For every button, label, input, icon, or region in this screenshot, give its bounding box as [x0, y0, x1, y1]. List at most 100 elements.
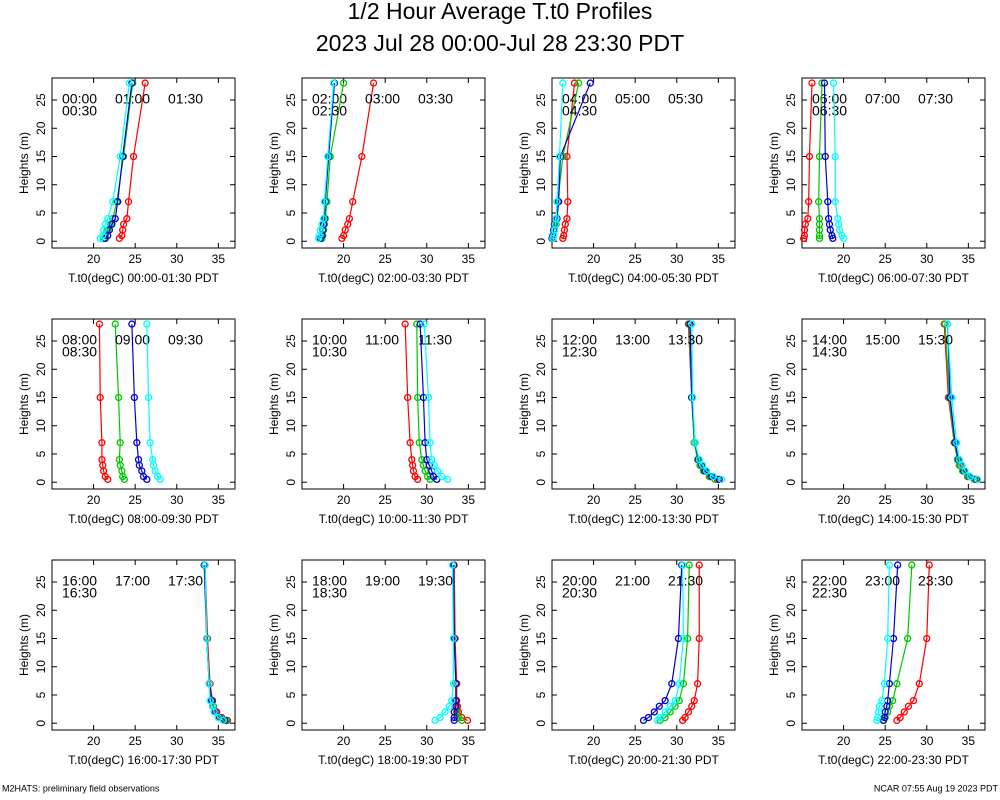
profile-point	[329, 79, 338, 87]
x-tick-label: 25	[629, 493, 643, 507]
profile-point	[115, 455, 124, 464]
x-tick-label: 20	[837, 493, 851, 507]
profile-point	[111, 320, 119, 328]
y-tick-label: 10	[34, 419, 48, 433]
legend-label: 23:30	[918, 573, 953, 589]
plot-frame	[551, 318, 736, 490]
profile-point	[656, 713, 664, 722]
profile-point	[563, 152, 571, 161]
profile-point	[95, 320, 104, 328]
y-tick-label: 25	[34, 93, 48, 107]
y-tick-label: 10	[534, 660, 548, 674]
profile-point	[428, 455, 436, 464]
legend-label: 00:00	[62, 91, 97, 107]
profile-point	[698, 461, 707, 469]
legend-label: 13:30	[668, 332, 703, 348]
profile-point	[925, 561, 933, 569]
profile-point	[339, 79, 348, 87]
x-axis-label: T.t0(degC) 06:00-07:30 PDT	[818, 271, 969, 285]
profile-point	[953, 439, 961, 447]
y-axis-label: Heights (m)	[517, 373, 531, 435]
legend-label: 17:30	[168, 573, 203, 589]
profile-point	[679, 634, 688, 643]
profile-point	[144, 393, 153, 402]
profile-point	[124, 198, 133, 206]
profile-point	[358, 152, 366, 161]
plot-frame	[551, 559, 736, 731]
profile-point	[452, 696, 460, 705]
x-tick-label: 20	[87, 493, 101, 507]
y-tick-label: 5	[34, 691, 48, 698]
profile-point	[824, 198, 832, 206]
profile-point	[345, 214, 354, 223]
legend-label: 11:30	[418, 332, 452, 348]
x-tick-label: 30	[420, 252, 434, 266]
y-tick-label: 10	[34, 660, 48, 674]
profile-point	[904, 702, 913, 710]
y-tick-label: 20	[784, 362, 798, 376]
profile-point	[973, 475, 982, 484]
profile-point	[805, 198, 813, 206]
legend-label: 07:30	[918, 91, 953, 107]
profile-point	[555, 152, 564, 161]
x-tick-label: 20	[587, 734, 601, 748]
y-tick-label: 20	[284, 603, 298, 617]
y-tick-label: 0	[534, 479, 548, 486]
y-axis-label: Heights (m)	[517, 614, 531, 676]
legend-label: 05:30	[668, 91, 703, 107]
profile-point	[129, 152, 138, 161]
y-tick-label: 5	[784, 209, 798, 216]
legend-label: 05:00	[615, 91, 650, 107]
y-axis-label: Heights (m)	[517, 132, 531, 194]
legend-label: 13:00	[615, 332, 650, 348]
x-tick-label: 35	[962, 252, 976, 266]
y-tick-label: 20	[534, 362, 548, 376]
legend-label: 00:30	[62, 103, 97, 119]
x-tick-label: 30	[920, 493, 934, 507]
profile-point	[966, 472, 974, 481]
profile-point	[650, 708, 658, 716]
profile-point	[553, 198, 561, 206]
profile-point	[661, 696, 669, 705]
profile-point	[691, 439, 699, 447]
profile-point	[885, 680, 893, 688]
profile-point	[403, 393, 412, 402]
y-tick-label: 10	[534, 178, 548, 192]
y-tick-label: 25	[534, 93, 548, 107]
profile-point	[683, 634, 692, 643]
profile-point	[125, 79, 134, 87]
profile-point	[688, 320, 696, 328]
profile-point	[448, 696, 456, 705]
legend-label: 03:30	[418, 91, 453, 107]
y-axis-label: Heights (m)	[767, 614, 781, 676]
y-tick-label: 0	[34, 479, 48, 486]
x-tick-label: 20	[587, 493, 601, 507]
y-tick-label: 20	[284, 362, 298, 376]
profile-point	[885, 561, 893, 569]
profile-point	[804, 214, 812, 223]
x-tick-label: 25	[879, 493, 893, 507]
profile-point	[693, 680, 702, 688]
y-tick-label: 10	[534, 419, 548, 433]
x-tick-label: 25	[379, 252, 393, 266]
legend-label: 01:00	[115, 91, 150, 107]
legend-label: 10:30	[312, 344, 347, 360]
profile-point	[320, 198, 329, 206]
x-tick-label: 25	[379, 734, 393, 748]
profile-point	[108, 220, 116, 228]
legend-label: 14:30	[812, 344, 847, 360]
legend-label: 02:30	[312, 103, 347, 119]
legend-label: 09:30	[168, 332, 203, 348]
legend-label: 12:30	[562, 344, 597, 360]
subtitle: 2023 Jul 28 00:00-Jul 28 23:30 PDT	[316, 30, 684, 56]
profile-point	[206, 696, 214, 705]
profile-point	[134, 455, 143, 464]
legend-label: 03:00	[365, 91, 400, 107]
y-tick-label: 15	[34, 391, 48, 405]
x-axis-label: T.t0(degC) 16:00-17:30 PDT	[68, 753, 219, 767]
profile-point	[878, 696, 886, 705]
profile-point	[119, 220, 128, 228]
profile-point	[98, 439, 106, 447]
profile-point	[109, 198, 117, 206]
profile-point	[104, 214, 112, 223]
